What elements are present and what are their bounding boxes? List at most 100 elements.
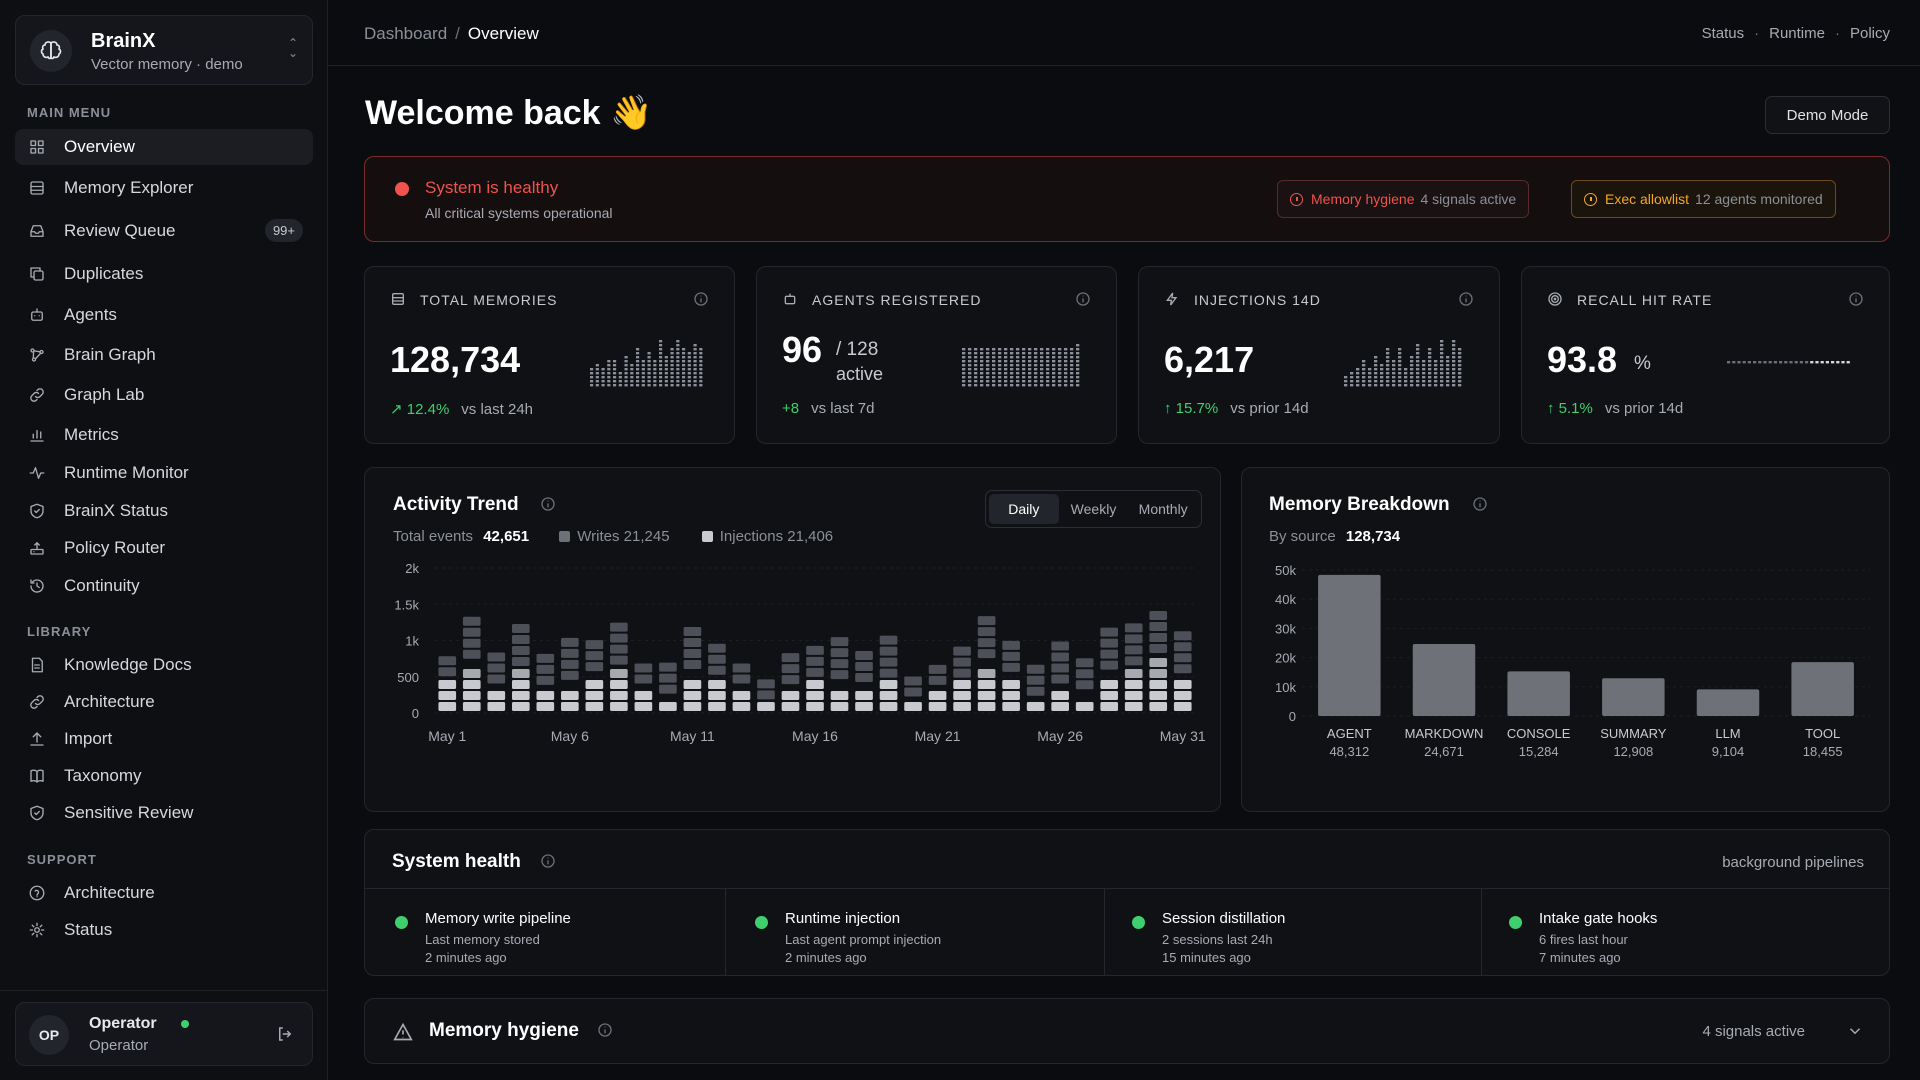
user-card[interactable]: OP Operator Operator <box>15 1002 313 1066</box>
sidebar-item-memory-explorer[interactable]: Memory Explorer <box>15 170 313 206</box>
sparkline-segment <box>590 376 594 379</box>
sparkline-segment <box>962 376 966 379</box>
sparkline-segment <box>601 368 605 371</box>
sidebar-item-label: BrainX Status <box>64 501 168 520</box>
bar-writes-segment <box>1173 653 1192 663</box>
info-icon[interactable] <box>597 1022 613 1043</box>
sparkline-segment <box>1753 361 1757 364</box>
workspace-switcher[interactable]: BrainX Vector memory · demo ⌃ ⌄ <box>15 15 313 85</box>
exec-allowlist-pill[interactable]: Exec allowlist 12 agents monitored <box>1571 180 1836 218</box>
hygiene-pill-label: Memory hygiene <box>1311 191 1415 207</box>
sparkline-segment <box>624 364 628 367</box>
demo-mode-button[interactable]: Demo Mode <box>1765 96 1890 134</box>
bar-injections-segment <box>1051 691 1069 700</box>
top-link-status[interactable]: Status <box>1701 25 1745 42</box>
sidebar-item-continuity[interactable]: Continuity <box>15 568 313 604</box>
sidebar-item-architecture[interactable]: Architecture <box>15 875 313 911</box>
tab-monthly[interactable]: Monthly <box>1138 501 1188 517</box>
sparkline-segment <box>607 368 611 371</box>
sidebar-item-taxonomy[interactable]: Taxonomy <box>15 758 313 794</box>
sparkline-segment <box>1070 372 1074 375</box>
sparkline-segment <box>992 348 996 351</box>
stat-delta: ↑ 5.1% vs prior 14d <box>1547 400 1683 417</box>
sparkline-segment <box>1404 372 1408 375</box>
sparkline-segment <box>1386 376 1390 379</box>
sparkline-segment <box>1010 380 1014 383</box>
sidebar-item-import[interactable]: Import <box>15 721 313 757</box>
sparkline-segment <box>693 356 697 359</box>
info-icon[interactable] <box>1472 496 1488 517</box>
sparkline-segment <box>1422 384 1426 387</box>
tab-daily[interactable]: Daily <box>989 494 1059 524</box>
sidebar-item-status[interactable]: Status <box>15 912 313 948</box>
info-icon[interactable] <box>1848 291 1864 312</box>
sidebar-item-overview[interactable]: Overview <box>15 129 313 165</box>
sparkline-segment <box>968 384 972 387</box>
info-icon[interactable] <box>540 496 556 517</box>
user-name: Operator <box>89 1015 157 1032</box>
sparkline-segment <box>641 372 645 375</box>
sparkline-segment <box>647 352 651 355</box>
sidebar-item-metrics[interactable]: Metrics <box>15 417 313 453</box>
breadcrumb-dashboard[interactable]: Dashboard <box>364 24 448 43</box>
sparkline-segment <box>974 376 978 379</box>
sidebar-item-runtime-monitor[interactable]: Runtime Monitor <box>15 455 313 491</box>
injections-sparkline <box>1344 340 1462 387</box>
sparkline-segment <box>664 356 668 359</box>
sparkline-segment <box>1022 360 1026 363</box>
sidebar-item-label: Brain Graph <box>64 345 156 364</box>
sparkline-segment <box>1064 372 1068 375</box>
sparkline-segment <box>1398 348 1402 351</box>
bar-injections-segment <box>462 669 481 678</box>
sparkline-segment <box>1046 348 1050 351</box>
info-icon[interactable] <box>1075 291 1091 312</box>
top-link-runtime[interactable]: Runtime <box>1769 25 1825 42</box>
info-icon[interactable] <box>540 853 556 874</box>
memory-hygiene-panel[interactable]: Memory hygiene 4 signals active <box>364 998 1890 1064</box>
sparkline-segment <box>1070 360 1074 363</box>
info-icon[interactable] <box>693 291 709 312</box>
sparkline-segment <box>1422 364 1426 367</box>
sidebar-item-architecture[interactable]: Architecture <box>15 684 313 720</box>
tab-weekly[interactable]: Weekly <box>1070 501 1117 517</box>
sidebar-item-duplicates[interactable]: Duplicates <box>15 256 313 292</box>
sparkline-segment <box>1841 361 1845 364</box>
sidebar-item-sensitive-review[interactable]: Sensitive Review <box>15 795 313 831</box>
status-dot <box>1509 916 1522 929</box>
logout-icon[interactable] <box>276 1025 294 1048</box>
y-tick-label: 20k <box>1275 651 1296 666</box>
sidebar-item-review-queue[interactable]: Review Queue 99+ <box>15 213 313 249</box>
sparkline-segment <box>1452 364 1456 367</box>
bar-writes-segment <box>806 667 824 677</box>
sparkline-segment <box>1058 356 1062 359</box>
sparkline-segment <box>1416 364 1420 367</box>
sidebar-item-brainx-status[interactable]: BrainX Status <box>15 493 313 529</box>
sparkline-segment <box>1846 361 1850 364</box>
sparkline-segment <box>693 344 697 347</box>
bar-injections-segment <box>806 680 824 689</box>
bar-writes-segment <box>462 616 481 626</box>
sidebar-item-policy-router[interactable]: Policy Router <box>15 530 313 566</box>
sparkline-segment <box>613 372 617 375</box>
sparkline-segment <box>1392 376 1396 379</box>
sparkline-segment <box>659 348 663 351</box>
sidebar-item-agents[interactable]: Agents <box>15 297 313 333</box>
legend-writes: Writes 21,245 <box>559 528 670 545</box>
bar-writes-segment <box>904 687 922 697</box>
sparkline-segment <box>1386 360 1390 363</box>
sparkline-segment <box>1356 376 1360 379</box>
sparkline-segment <box>630 380 634 383</box>
bar-writes-segment <box>879 657 898 667</box>
chevron-down-icon[interactable] <box>1846 1022 1864 1045</box>
sidebar-item-graph-lab[interactable]: Graph Lab <box>15 377 313 413</box>
sparkline-segment <box>992 384 996 387</box>
bar-chart-icon <box>27 425 47 445</box>
sidebar-item-brain-graph[interactable]: Brain Graph <box>15 337 313 373</box>
sparkline-segment <box>1010 368 1014 371</box>
sidebar-item-knowledge-docs[interactable]: Knowledge Docs <box>15 647 313 683</box>
bar-writes-segment <box>757 690 775 700</box>
memory-hygiene-pill[interactable]: Memory hygiene 4 signals active <box>1277 180 1530 218</box>
sparkline-segment <box>1440 372 1444 375</box>
top-link-policy[interactable]: Policy <box>1849 25 1890 42</box>
info-icon[interactable] <box>1458 291 1474 312</box>
